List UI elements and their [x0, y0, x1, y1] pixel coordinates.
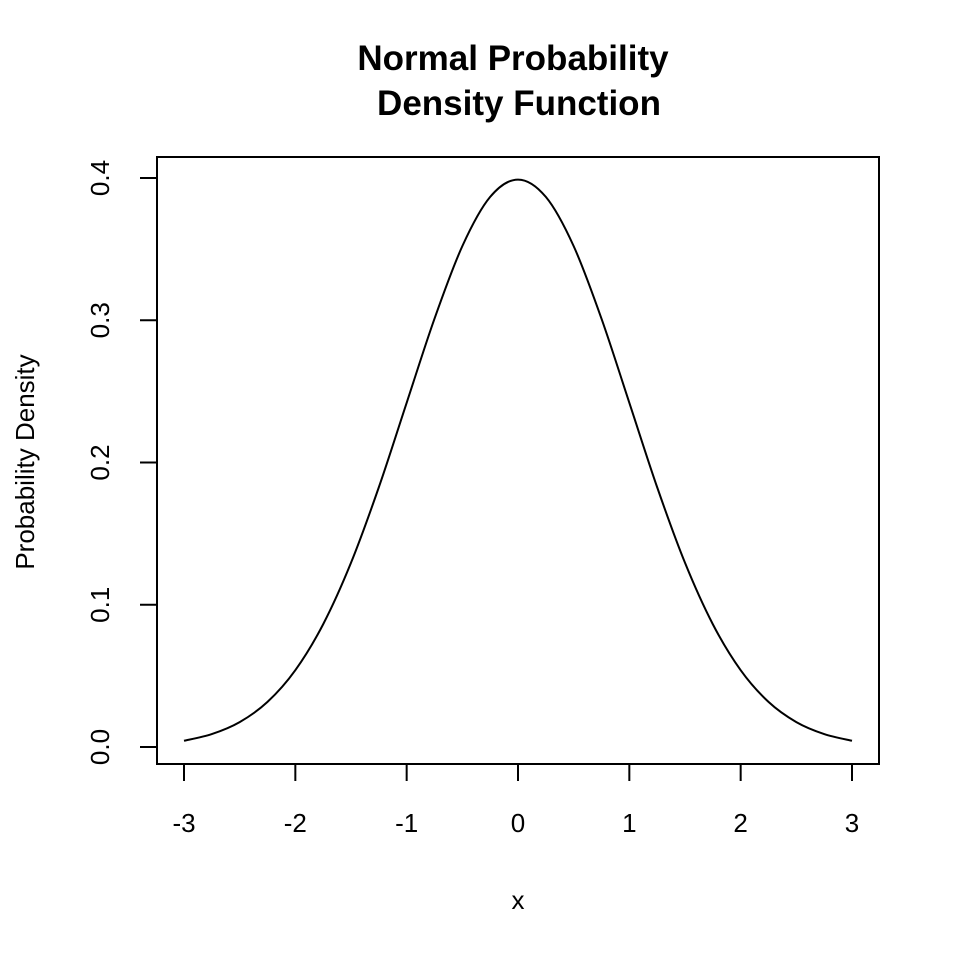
x-tick-label: 3 [845, 808, 859, 838]
plot-frame [156, 156, 880, 765]
y-tick-label: 0.1 [85, 587, 115, 623]
x-tick-label: 0 [511, 808, 525, 838]
x-tick-label: -2 [284, 808, 307, 838]
x-tick-label: -3 [172, 808, 195, 838]
density-curve-0 [183, 178, 853, 742]
x-tick-label: 1 [622, 808, 636, 838]
y-tick-label: 0.2 [85, 444, 115, 480]
x-axis: -3 -2 -1 0 1 2 3 [172, 763, 859, 838]
y-tick-label: 0.0 [85, 729, 115, 765]
y-tick-label: 0.4 [85, 160, 115, 196]
series-layer [183, 178, 853, 742]
y-axis: 0.0 0.1 0.2 0.3 0.4 [85, 160, 158, 765]
y-axis-label: Probability Density [10, 354, 40, 569]
x-axis-label: x [512, 885, 525, 915]
x-tick-label: 2 [733, 808, 747, 838]
x-tick-label: -1 [395, 808, 418, 838]
chart-title-line-2: Density Function [377, 84, 661, 123]
chart-title-line-1: Normal Probability [357, 39, 669, 78]
y-tick-label: 0.3 [85, 302, 115, 338]
